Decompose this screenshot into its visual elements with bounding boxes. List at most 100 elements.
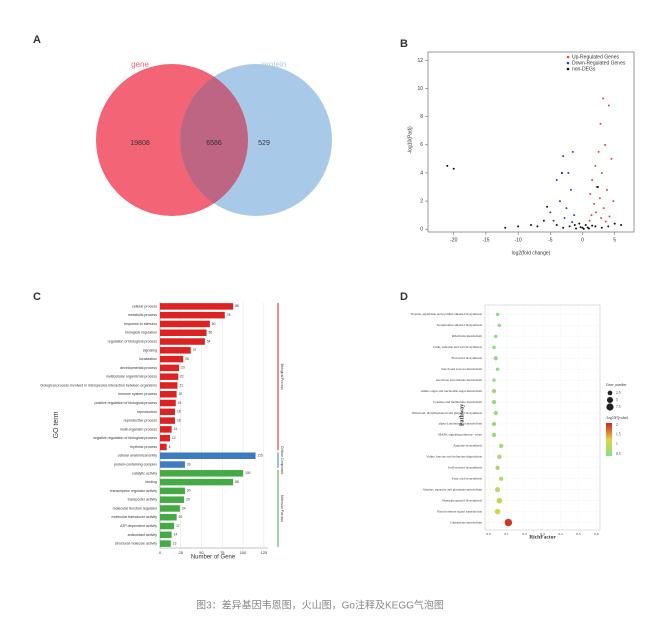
value-label: 8 (169, 445, 171, 449)
bubble (491, 388, 497, 394)
bar (160, 338, 205, 345)
bar (160, 329, 207, 337)
panel-label: D (400, 291, 408, 303)
bar (160, 478, 234, 486)
y-tick-label: Valine, leucine and isoleucine degradati… (426, 455, 482, 460)
x-tick-label: 0.4 (558, 532, 563, 536)
y-axis-label: -log10(Padj) (407, 126, 413, 154)
point (571, 221, 574, 224)
point (552, 219, 555, 222)
point (594, 164, 597, 167)
point (604, 220, 607, 223)
point (594, 225, 597, 228)
colorbar-label: 2 (616, 423, 618, 427)
point (558, 200, 561, 203)
y-tick-label: regulation of biological process (108, 339, 158, 343)
y-tick-label: Fatty acid biosynthesis (452, 476, 483, 480)
bubble (493, 356, 498, 361)
x-tick-label: 0.1 (504, 532, 509, 536)
x-tick-label: -10 (515, 237, 522, 243)
bubble (491, 421, 497, 427)
value-label: 88 (235, 480, 239, 484)
legend-title: -log10(Qvalue) (606, 416, 629, 420)
y-tick-label: Starch and sucrose metabolism (441, 367, 482, 371)
x-tick-label: 0.5 (576, 532, 581, 536)
colorbar-label: 0.5 (616, 452, 621, 456)
y-tick-label: positive regulation of biological proces… (94, 401, 157, 405)
y-tick-label: Tropane, piperidine and pyridine alkaloi… (410, 312, 483, 317)
point (593, 202, 596, 205)
colorbar-label: 1.5 (616, 432, 621, 436)
point (567, 171, 570, 174)
bubble (497, 454, 502, 459)
point (517, 225, 520, 228)
x-tick-label: 125 (261, 550, 268, 555)
y-tick-label: transporter activity (128, 498, 158, 502)
bar (160, 373, 179, 380)
y-tick-label: transcription regulator activity (110, 489, 157, 493)
y-tick-label: signaling (143, 348, 157, 352)
value-label: 30 (187, 489, 191, 493)
y-tick-label: biological regulation (125, 331, 157, 335)
bar (160, 426, 172, 433)
point (595, 211, 598, 214)
point (578, 222, 581, 225)
set-label: gene (131, 60, 149, 69)
y-tick-label: Isoflavonoid biosynthesis (448, 466, 483, 470)
legend-label: 5 (616, 398, 618, 402)
y-tick-label: Flavonoid biosynthesis (452, 356, 483, 360)
legend-title: Gene_number (606, 383, 627, 387)
point (579, 226, 582, 229)
y-tick-label: Isoquinoline alkaloid biosynthesis (437, 323, 483, 327)
bar (160, 303, 234, 310)
panel-label: B (400, 38, 408, 50)
y-tick-label: 2 (420, 198, 423, 204)
value-label: 100 (245, 471, 251, 475)
point (596, 186, 599, 188)
y-axis-label: Pathway (459, 404, 465, 426)
x-tick-label: 0.0 (486, 532, 491, 536)
bubble (495, 312, 500, 317)
point (589, 193, 592, 196)
value-label: 115 (258, 454, 263, 458)
legend-label: 7.5 (616, 405, 621, 409)
bar (160, 443, 167, 451)
x-tick-label: 0 (159, 550, 162, 555)
group-label: Molecular Function (280, 495, 284, 522)
y-tick-label: Cutin, suberine and wax biosynthesis (433, 345, 483, 350)
bubble (491, 399, 497, 405)
bubble (492, 378, 496, 382)
y-tick-label: metabolic process (128, 313, 157, 317)
y-tick-label: multicellular organismal process (106, 375, 157, 379)
bar (160, 505, 180, 512)
y-tick-label: reproduction (137, 410, 157, 414)
point (575, 227, 578, 230)
point (546, 205, 549, 208)
bubble (494, 334, 498, 339)
y-tick-label: Phenylpropanoid biosynthesis (442, 498, 482, 502)
bar (160, 540, 171, 547)
bar (160, 364, 180, 372)
x-axis-label: Number of Gene (191, 555, 236, 561)
y-tick-label: Riboflavin metabolism (452, 334, 483, 338)
value-label: 60 (212, 322, 216, 326)
y-tick-label: immune system process (118, 392, 157, 396)
group-label: Biological Process (280, 364, 284, 390)
plot-frame (427, 51, 635, 233)
point (604, 143, 607, 146)
value-label: 14 (174, 427, 178, 431)
point (562, 155, 565, 158)
point (560, 171, 563, 174)
y-tick-label: 12 (417, 58, 423, 64)
point (573, 223, 576, 226)
point (588, 219, 591, 222)
bar (160, 487, 185, 495)
point (620, 223, 623, 226)
point (581, 226, 584, 229)
legend-label: Down-Regulated Genes (572, 60, 626, 66)
legend-marker (566, 61, 570, 65)
value-label: 24 (182, 506, 186, 510)
point (536, 225, 539, 228)
value-label: 19 (178, 401, 182, 405)
